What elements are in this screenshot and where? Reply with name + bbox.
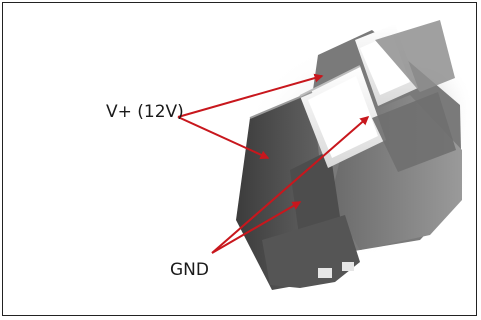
- arrow-icon: [177, 116, 270, 159]
- screw-terminal-block-icon: [236, 20, 462, 290]
- vplus-label: V+ (12V): [106, 102, 184, 122]
- vplus-arrows: [177, 73, 324, 159]
- arrow-icon: [211, 201, 302, 254]
- arrow-icon: [211, 116, 370, 254]
- gnd-label: GND: [170, 260, 209, 280]
- gnd-arrows: [211, 116, 370, 254]
- arrow-icon: [177, 73, 324, 118]
